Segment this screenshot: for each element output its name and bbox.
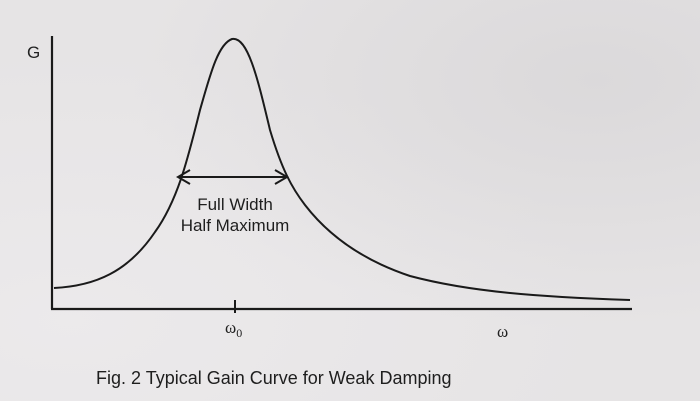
fwhm-arrow-left-head [176,169,191,185]
omega0-subscript: 0 [236,326,243,340]
fwhm-annotation-line2: Half Maximum [180,216,290,235]
fwhm-arrow-right-head [274,169,289,185]
omega0-label: ω0 [225,318,242,341]
omega0-symbol: ω [225,318,237,337]
fwhm-annotation-line1: Full Width [197,195,273,214]
y-axis-label: G [27,43,41,62]
x-axis-label: ω [497,322,509,341]
fwhm-annotation: Full Width Half Maximum [160,194,310,236]
gain-curve [53,37,631,301]
figure-caption: Fig. 2 Typical Gain Curve for Weak Dampi… [96,368,452,388]
